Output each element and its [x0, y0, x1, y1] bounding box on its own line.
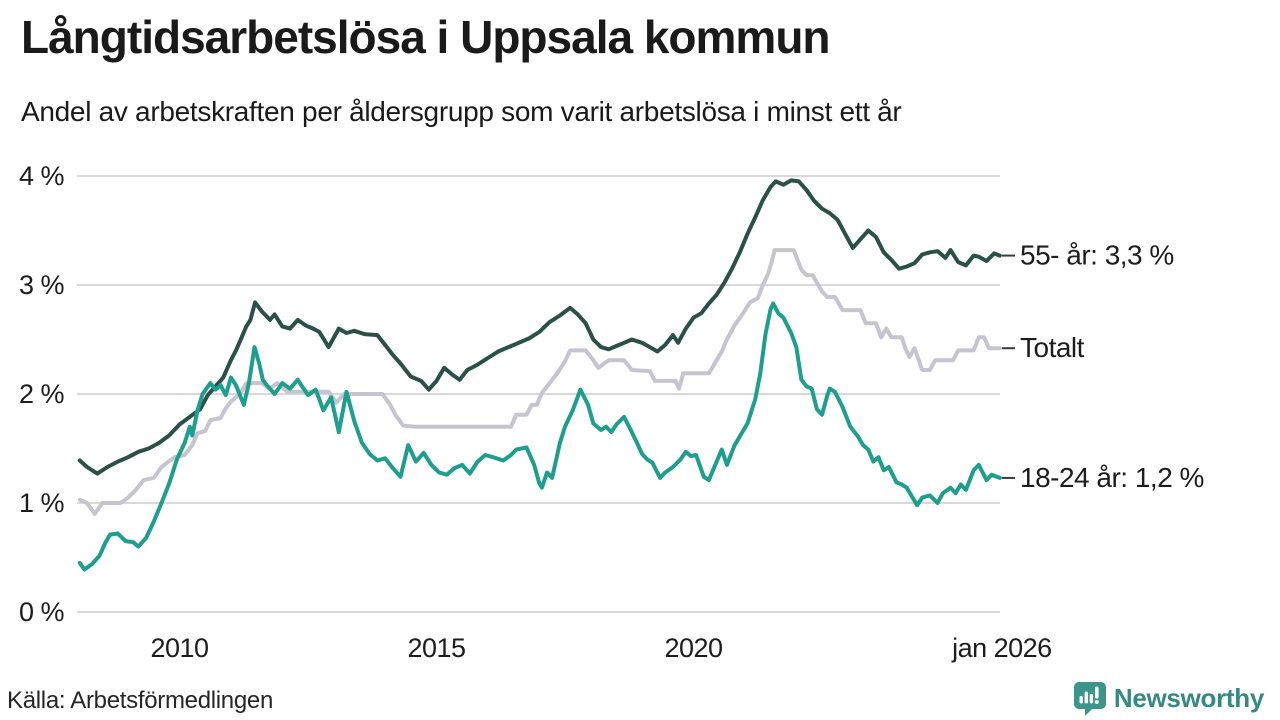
newsworthy-chart-bubble-icon	[1073, 681, 1106, 716]
source-note: Källa: Arbetsförmedlingen	[7, 687, 273, 714]
y-axis-tick-label: 2 %	[19, 379, 65, 409]
x-axis-tick-label: 2020	[664, 633, 722, 663]
x-axis-tick-label: 2015	[407, 633, 465, 663]
series-end-label-55-ar: 55- år: 3,3 %	[1020, 240, 1174, 271]
series-end-label-18-24-ar: 18-24 år: 1,2 %	[1020, 462, 1204, 493]
y-axis-tick-label: 0 %	[19, 597, 65, 627]
series-line-55-ar	[77, 178, 1002, 476]
y-axis-tick-label: 3 %	[19, 270, 65, 300]
series-line-18-24-ar	[77, 301, 1002, 572]
y-axis-tick-label: 1 %	[19, 488, 65, 518]
x-axis-tick-label: jan 2026	[951, 633, 1052, 663]
newsworthy-wordmark: Newsworthy	[1113, 683, 1264, 713]
series-end-label-totalt: Totalt	[1020, 332, 1085, 363]
page-subtitle: Andel av arbetskraften per åldersgrupp s…	[21, 96, 902, 127]
newsworthy-logo: Newsworthy	[1073, 681, 1264, 716]
y-axis-tick-label: 4 %	[19, 161, 65, 191]
x-axis-tick-label: 2010	[150, 633, 208, 663]
series-line-totalt	[77, 248, 1002, 516]
page-title: Långtidsarbetslösa i Uppsala kommun	[21, 11, 831, 63]
